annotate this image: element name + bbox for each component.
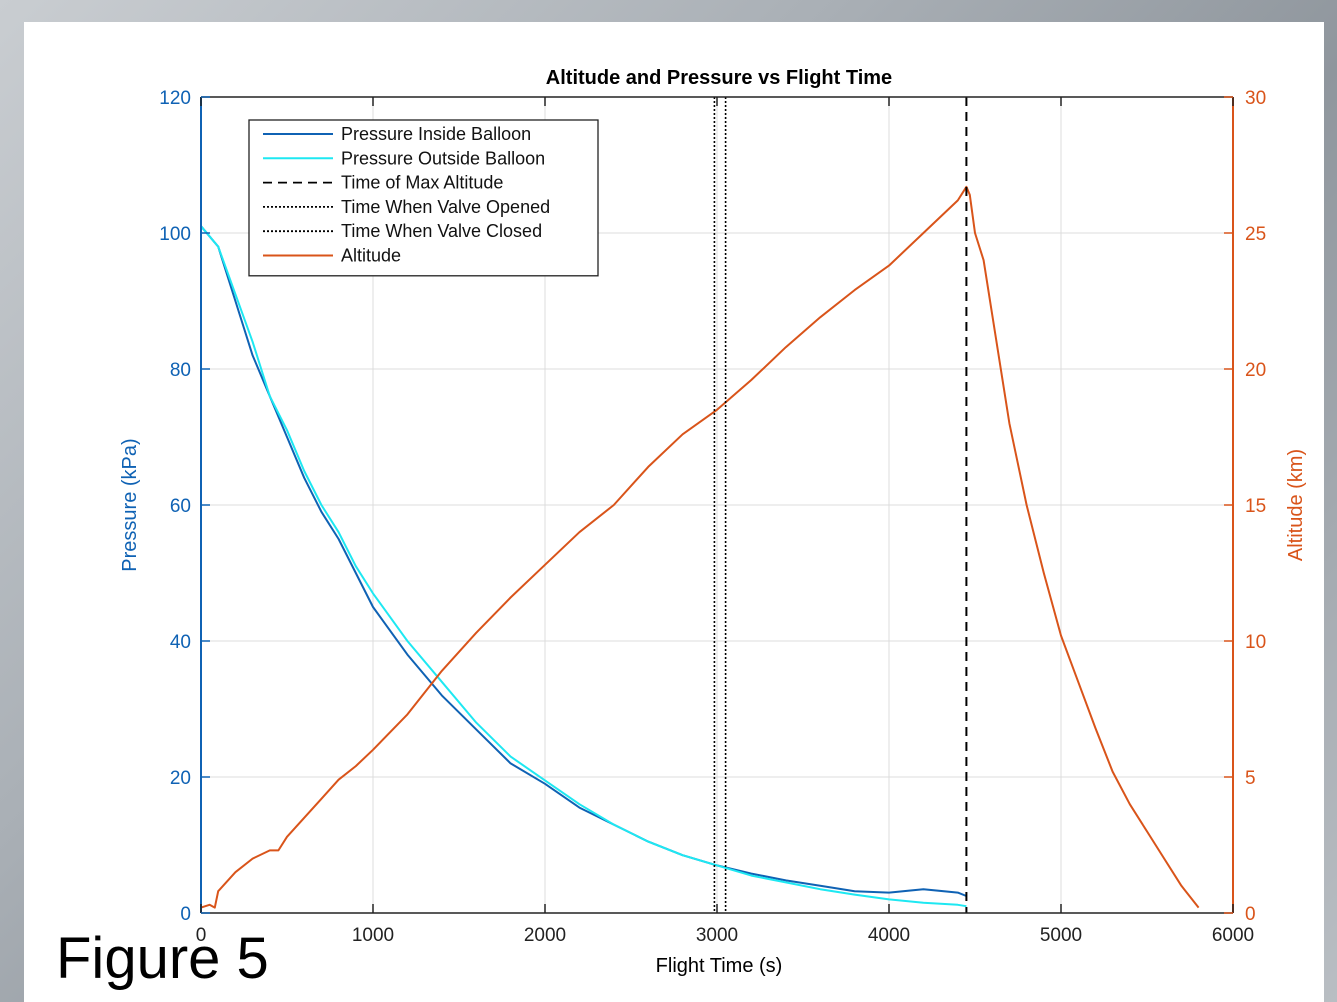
y-right-tick-label: 25: [1245, 224, 1266, 245]
legend-label: Time of Max Altitude: [341, 173, 503, 193]
y-left-axis-title: Pressure (kPa): [119, 438, 141, 571]
x-tick-label: 2000: [524, 925, 566, 946]
vline-layer: [713, 97, 968, 913]
legend-label: Time When Valve Opened: [341, 197, 550, 217]
y-left-tick-label: 0: [180, 904, 191, 925]
figure-caption: Figure 5: [56, 926, 269, 991]
grid-layer: [201, 97, 1233, 913]
y-right-axis-title: Altitude (km): [1285, 449, 1307, 561]
legend-label: Time When Valve Closed: [341, 221, 542, 241]
x-axis-title: Flight Time (s): [656, 955, 783, 977]
x-tick-label: 1000: [352, 925, 394, 946]
y-right-tick-label: 30: [1245, 88, 1266, 109]
x-tick-label: 0: [196, 925, 207, 946]
y-left-tick-label: 100: [159, 224, 191, 245]
series-pressure-inside-balloon: [200, 225, 967, 897]
y-right-tick-label: 10: [1245, 632, 1266, 653]
legend-label: Altitude: [341, 246, 401, 266]
figure-panel: [24, 22, 1324, 1002]
legend-label: Pressure Outside Balloon: [341, 148, 545, 168]
x-tick-label: 3000: [696, 925, 738, 946]
x-tick-label: 6000: [1212, 925, 1254, 946]
y-right-tick-label: 20: [1245, 360, 1266, 381]
y-right-tick-label: 5: [1245, 768, 1256, 789]
legend-label: Pressure Inside Balloon: [341, 124, 531, 144]
series-pressure-outside-balloon: [200, 225, 967, 908]
y-right-tick-label: 15: [1245, 496, 1266, 517]
legend-box: [248, 119, 599, 277]
x-tick-label: 5000: [1040, 925, 1082, 946]
y-left-tick-label: 20: [170, 768, 191, 789]
series-altitude: [200, 185, 1200, 909]
y-left-tick-label: 120: [159, 88, 191, 109]
axes-layer: 0 1000 2000 3000 4000 5000 6000020406080100120…: [159, 88, 1266, 946]
legend: Pressure Inside Balloon Pressure Outside …: [248, 119, 599, 277]
y-left-tick-label: 60: [170, 496, 191, 517]
y-right-tick-label: 0: [1245, 904, 1256, 925]
chart-title: Altitude and Pressure vs Flight Time: [546, 67, 892, 89]
x-tick-label: 4000: [868, 925, 910, 946]
series-layer: [200, 185, 1200, 909]
y-left-tick-label: 80: [170, 360, 191, 381]
y-left-tick-label: 40: [170, 632, 191, 653]
